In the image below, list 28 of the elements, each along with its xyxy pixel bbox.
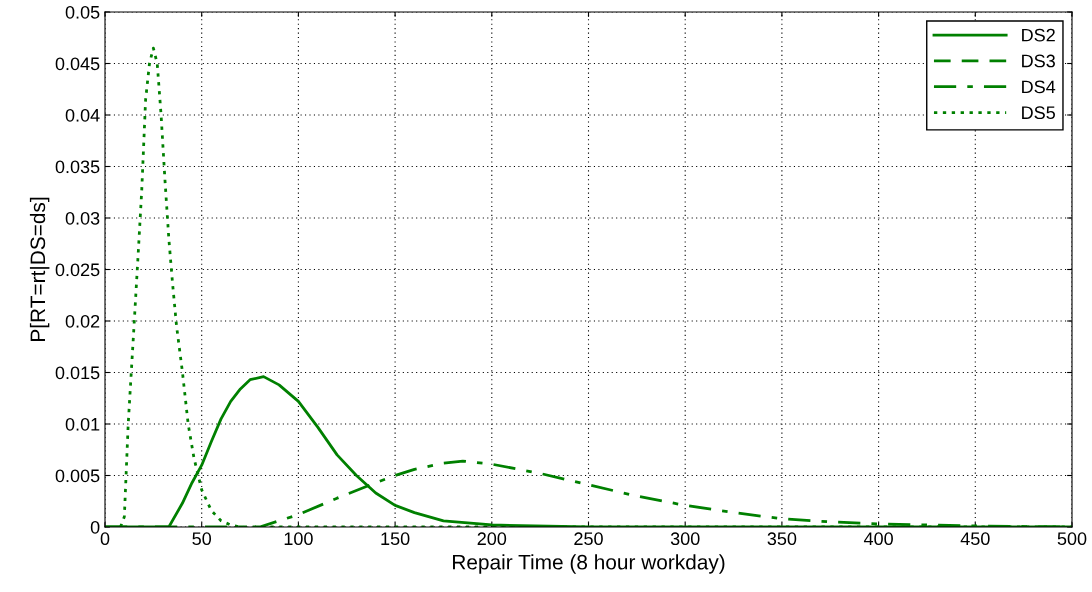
legend-label: DS5 <box>1022 106 1055 120</box>
y-tick-label: 0.005 <box>55 469 100 483</box>
y-tick-label: 0 <box>90 520 100 534</box>
x-tick-label: 150 <box>381 532 410 546</box>
y-tick-label: 0.05 <box>65 5 100 19</box>
y-tick-label: 0.02 <box>65 314 100 328</box>
x-tick-label: 500 <box>1057 532 1087 546</box>
x-tick-label: 400 <box>863 532 893 546</box>
x-tick-label: 300 <box>670 532 700 546</box>
x-tick-label: 350 <box>767 532 797 546</box>
y-tick-label: 0.01 <box>65 417 100 431</box>
y-axis-title: P[RT=rt|DS=ds] <box>29 197 50 341</box>
x-tick-label: 100 <box>284 532 313 546</box>
y-tick-label: 0.015 <box>55 366 100 380</box>
legend-label: DS3 <box>1022 54 1055 68</box>
x-tick-label: 200 <box>477 532 507 546</box>
x-tick-label: 450 <box>960 532 990 546</box>
x-tick-label: 50 <box>192 532 212 546</box>
x-tick-label: 0 <box>100 532 110 546</box>
y-tick-label: 0.025 <box>55 263 100 277</box>
legend-label: DS4 <box>1022 80 1056 94</box>
y-tick-label: 0.045 <box>55 57 100 71</box>
legend-label: DS2 <box>1022 28 1055 42</box>
y-tick-label: 0.03 <box>65 211 100 225</box>
y-tick-label: 0.035 <box>55 160 100 174</box>
x-axis-title: Repair Time (8 hour workday) <box>453 554 725 574</box>
y-tick-label: 0.04 <box>65 108 100 122</box>
x-tick-label: 250 <box>574 532 603 546</box>
